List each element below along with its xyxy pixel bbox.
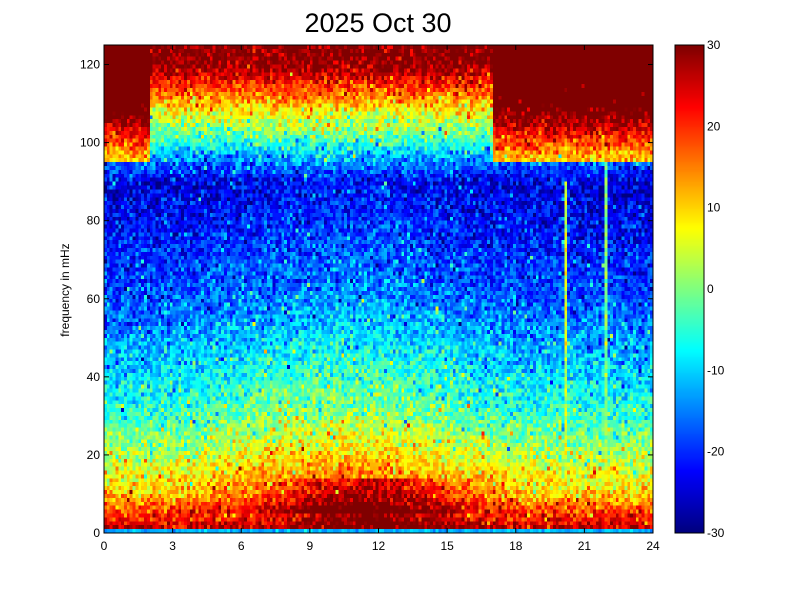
x-tick-label: 15 [440, 539, 454, 553]
y-tick-label: 80 [87, 214, 101, 228]
y-tick-label: 0 [93, 526, 100, 540]
x-tick-label: 12 [372, 539, 386, 553]
x-tick-label: 3 [169, 539, 176, 553]
chart-title: 2025 Oct 30 [304, 8, 451, 38]
plot-area [103, 44, 654, 534]
x-tick-label: 21 [578, 539, 592, 553]
y-axis: 0 20 40 60 80 100 120 [80, 58, 653, 540]
y-axis-label: frequency in mHz [58, 243, 72, 336]
colorbar-frame [674, 44, 705, 534]
y-tick-label: 100 [80, 136, 100, 150]
x-tick-label: 9 [307, 539, 314, 553]
y-tick-label: 120 [80, 58, 100, 72]
spectrogram-heatmap [104, 45, 653, 533]
colorbar-tick-label: 10 [707, 201, 721, 215]
x-tick-label: 24 [646, 539, 660, 553]
colorbar-tick-label: 0 [707, 282, 714, 296]
y-tick-label: 40 [87, 370, 101, 384]
colorbar-tick-label: 20 [707, 119, 721, 133]
colorbar [675, 45, 704, 533]
y-tick-label: 60 [87, 292, 101, 306]
colorbar-tick-label: -30 [707, 526, 725, 540]
colorbar-tick-label: 30 [707, 38, 721, 52]
colorbar-tick-label: -10 [707, 363, 725, 377]
y-tick-label: 20 [87, 448, 101, 462]
x-tick-label: 0 [101, 539, 108, 553]
x-tick-label: 18 [509, 539, 523, 553]
colorbar-tick-label: -20 [707, 445, 725, 459]
x-axis: 0 3 6 9 12 15 18 21 24 [101, 45, 660, 553]
x-tick-label: 6 [238, 539, 245, 553]
